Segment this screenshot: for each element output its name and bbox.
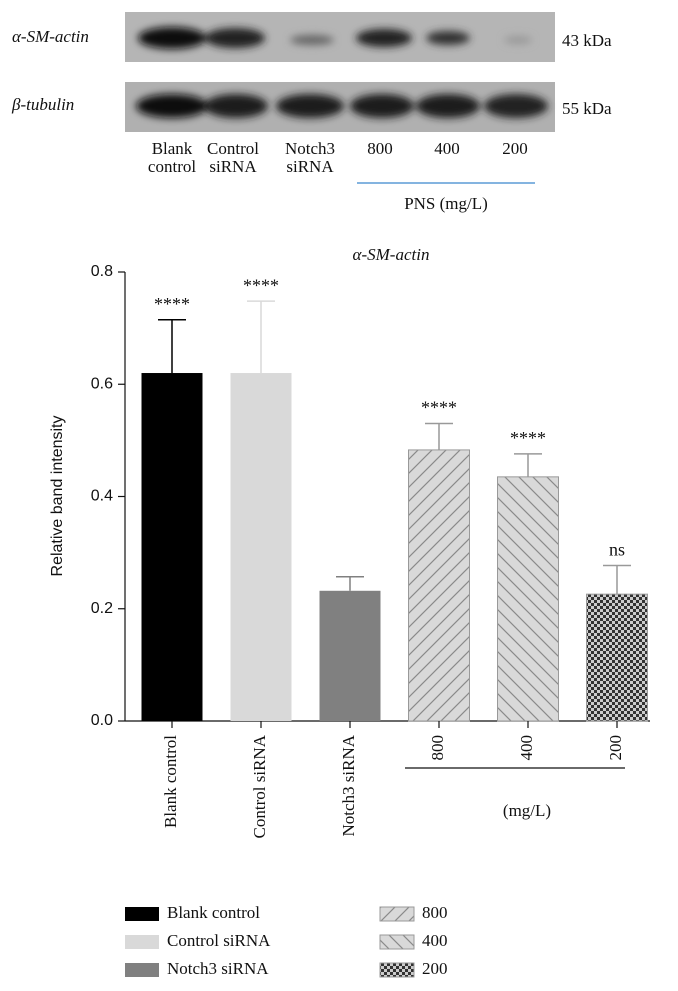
blot-row-label: α-SM-actin bbox=[12, 27, 89, 46]
y-tick-label: 0.6 bbox=[91, 375, 113, 392]
bar bbox=[141, 373, 203, 721]
bar bbox=[497, 476, 559, 722]
y-tick-label: 0.4 bbox=[91, 488, 113, 505]
blot bbox=[125, 12, 555, 132]
significance-label: **** bbox=[510, 428, 546, 448]
legend-swatch bbox=[379, 934, 415, 950]
legend-label: Control siRNA bbox=[167, 931, 271, 950]
legend-swatch bbox=[125, 907, 159, 921]
x-tick-label: Notch3 siRNA bbox=[339, 734, 358, 836]
bar bbox=[230, 373, 292, 721]
significance-label: ns bbox=[609, 540, 625, 560]
bar bbox=[586, 593, 648, 722]
y-tick-label: 0.2 bbox=[91, 600, 113, 617]
lane-label: 400 bbox=[434, 139, 460, 158]
blot-size-label: 55 kDa bbox=[562, 99, 612, 118]
bar bbox=[408, 449, 470, 722]
bar bbox=[319, 590, 381, 721]
lane-label: siRNA bbox=[286, 157, 334, 176]
legend-label: 400 bbox=[422, 931, 448, 950]
significance-label: **** bbox=[154, 294, 190, 314]
lane-label: Notch3 bbox=[285, 139, 335, 158]
legend-label: Notch3 siRNA bbox=[167, 959, 269, 978]
lane-label: siRNA bbox=[209, 157, 257, 176]
lane-label: 800 bbox=[367, 139, 393, 158]
lane-label: Blank bbox=[152, 139, 193, 158]
legend-label: Blank control bbox=[167, 903, 260, 922]
significance-label: **** bbox=[243, 275, 279, 295]
x-tick-label: Control siRNA bbox=[250, 734, 269, 838]
lane-label: 200 bbox=[502, 139, 528, 158]
legend-swatch bbox=[379, 962, 415, 978]
legend-swatch bbox=[125, 963, 159, 977]
x-tick-label: 800 bbox=[428, 735, 447, 761]
x-tick-label: 400 bbox=[517, 735, 536, 761]
y-tick-label: 0.0 bbox=[91, 712, 113, 729]
lane-label: Control bbox=[207, 139, 259, 158]
group-label: (mg/L) bbox=[503, 801, 551, 820]
legend-label: 200 bbox=[422, 959, 448, 978]
x-tick-label: Blank control bbox=[161, 735, 180, 828]
legend-label: 800 bbox=[422, 903, 448, 922]
legend-swatch bbox=[379, 906, 415, 922]
group-label: PNS (mg/L) bbox=[404, 194, 488, 213]
legend-swatch bbox=[125, 935, 159, 949]
x-tick-label: 200 bbox=[606, 735, 625, 761]
y-axis-label: Relative band intensity bbox=[49, 416, 66, 577]
blot-size-label: 43 kDa bbox=[562, 31, 612, 50]
blot-row-label: β-tubulin bbox=[11, 95, 74, 114]
y-tick-label: 0.8 bbox=[91, 263, 113, 280]
chart-title: α-SM-actin bbox=[353, 245, 430, 264]
significance-label: **** bbox=[421, 398, 457, 418]
lane-label: control bbox=[148, 157, 196, 176]
